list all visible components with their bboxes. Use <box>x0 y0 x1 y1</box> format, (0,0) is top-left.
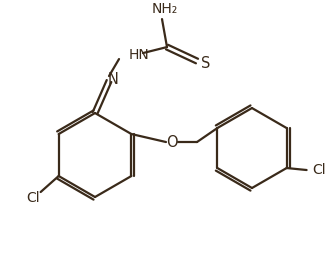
Text: N: N <box>108 71 119 87</box>
Text: HN: HN <box>129 48 150 62</box>
Text: Cl: Cl <box>312 163 325 177</box>
Text: S: S <box>201 56 211 71</box>
Text: O: O <box>166 135 178 150</box>
Text: NH₂: NH₂ <box>152 2 178 16</box>
Text: Cl: Cl <box>26 191 39 205</box>
